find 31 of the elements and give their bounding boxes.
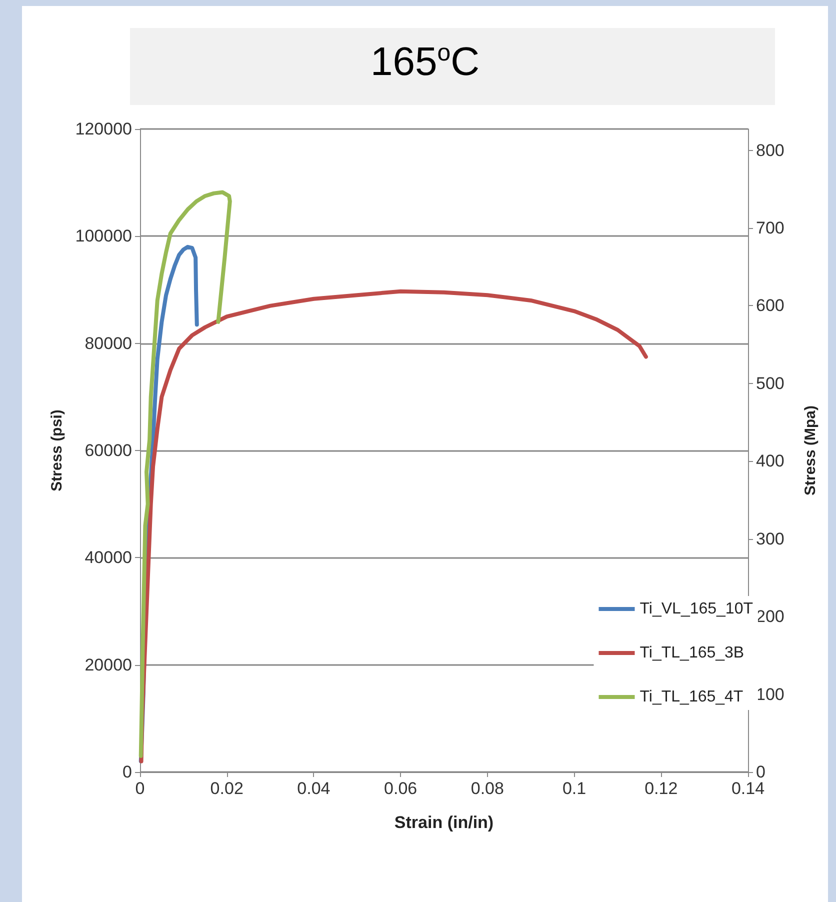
line-series bbox=[138, 190, 232, 758]
x-tick-label: 0.06 bbox=[384, 779, 418, 798]
x-tick-label: 0 bbox=[135, 779, 145, 798]
y-tick-label: 0 bbox=[122, 762, 132, 782]
legend-label: Ti_TL_165_3B bbox=[640, 644, 744, 662]
x-tick-label: 0.04 bbox=[297, 779, 330, 798]
x-tick-label: 0.12 bbox=[644, 779, 678, 798]
y2-tick-label: 100 bbox=[756, 684, 784, 704]
y2-tick-label: 300 bbox=[756, 529, 784, 548]
y2-axis-title: Stress (Mpa) bbox=[802, 405, 819, 496]
y2-tick-label: 0 bbox=[756, 762, 766, 782]
y-tick-label: 80000 bbox=[84, 334, 132, 353]
x-tick-label: 0.02 bbox=[210, 779, 244, 798]
y2-tick-label: 800 bbox=[756, 140, 784, 160]
y2-tick-label: 200 bbox=[756, 607, 784, 626]
legend-label: Ti_TL_165_4T bbox=[640, 688, 744, 706]
y-tick-label: 120000 bbox=[75, 120, 132, 138]
y2-tick-label: 500 bbox=[756, 374, 784, 393]
y-tick-label: 40000 bbox=[84, 548, 132, 568]
x-axis-title: Strain (in/in) bbox=[394, 813, 494, 832]
y-axis-title: Stress (psi) bbox=[48, 410, 66, 492]
x-tick-label: 0.08 bbox=[470, 779, 504, 798]
y2-tick-label: 600 bbox=[756, 296, 784, 316]
x-tick-label: 0.1 bbox=[562, 779, 586, 798]
y-tick-label: 60000 bbox=[84, 441, 132, 460]
y2-tick-label: 400 bbox=[756, 452, 784, 471]
x-tick-label: 0.14 bbox=[731, 779, 765, 798]
y2-tick-label: 700 bbox=[756, 218, 784, 238]
y-tick-label: 100000 bbox=[75, 226, 132, 246]
legend-label: Ti_VL_165_10T bbox=[640, 600, 754, 618]
y-tick-label: 20000 bbox=[84, 655, 132, 674]
